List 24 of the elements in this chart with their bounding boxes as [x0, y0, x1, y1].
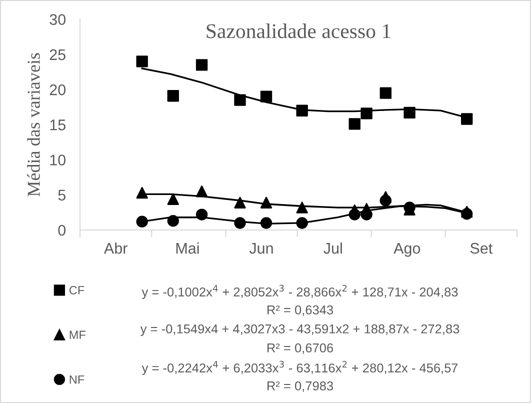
- text: y = -0,1549x4 + 4,3027x3 - 43,591x2 + 188,87x - 272,83: [140, 324, 460, 336]
- text: R² = 0,6706: [268, 343, 334, 354]
- chart-title: Sazonalidade acesso 1: [206, 24, 390, 38]
- text: y = -0,1002x$^{4}$ + 2,8052x$^{3}$ - 28,866x$^{2}$ + 128,71x - 204,83: [142, 284, 458, 300]
- x-tick-label: Jul: [324, 242, 342, 254]
- x-tick-label: Jun: [249, 243, 273, 254]
- x-tick-label: Abr: [104, 242, 128, 254]
- y-tick-label: 30: [50, 14, 66, 25]
- x-tick-label: Mai: [176, 242, 199, 254]
- legend-label: MF: [70, 330, 86, 339]
- y-tick-label: 5: [58, 190, 66, 201]
- x-tick-label: Set: [470, 242, 493, 254]
- text: y = -0,2242x$^{4}$ + 6,2033x$^{3}$ - 63,116x$^{2}$ + 280,12x - 456,57: [142, 360, 458, 376]
- x-tick-label: Ago: [394, 243, 420, 257]
- text: R² = 0,7983: [268, 381, 334, 392]
- y-tick-label: 25: [50, 49, 66, 60]
- y-tick-label: 20: [50, 84, 66, 96]
- y-axis-title: Média das variaveis: [27, 53, 40, 196]
- y-tick-label: 10: [50, 154, 66, 166]
- text: R² = 0,6343: [268, 305, 334, 316]
- legend-label: CF: [69, 286, 84, 294]
- legend-label: NF: [70, 375, 84, 384]
- y-tick-label: 15: [50, 120, 66, 130]
- y-tick-label: 0: [58, 224, 66, 236]
